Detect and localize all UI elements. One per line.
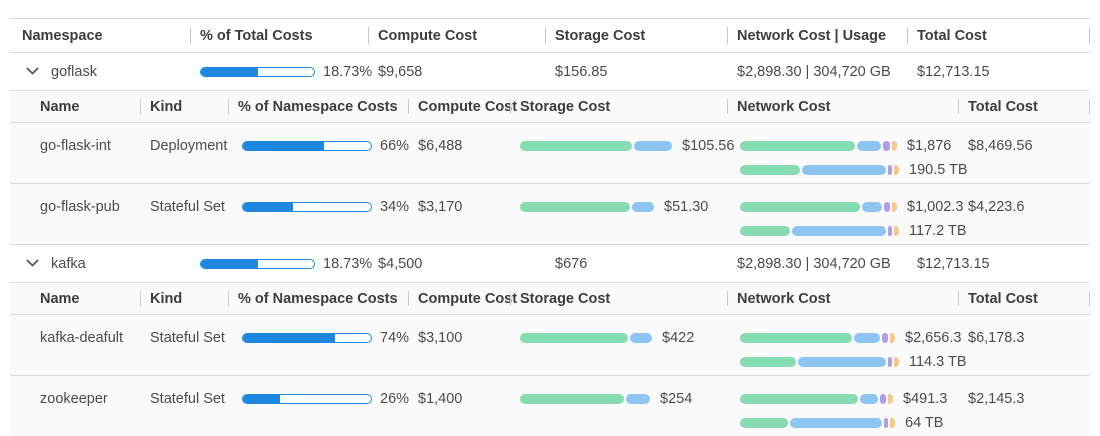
col-header-network-cost: Network Cost (727, 283, 958, 314)
col-header-compute-cost: Compute Cost (368, 19, 545, 52)
storage-cost-bar (520, 394, 650, 404)
network-cost-value: $491.3 (903, 391, 948, 407)
namespace-header-row: Namespace % of Total Costs Compute Cost … (10, 19, 1090, 53)
pct-namespace-costs-bar (242, 202, 372, 212)
cost-table: Namespace % of Total Costs Compute Cost … (10, 18, 1090, 436)
network-usage-bar (740, 418, 895, 428)
namespace-row-kafka[interactable]: kafka 18.73% $4,500 $676 $2,898.30 | 304… (10, 245, 1090, 283)
col-header-network-cost-usage: Network Cost | Usage (727, 19, 907, 52)
total-cost-value: $6,178.3 (968, 330, 1025, 346)
col-header-total-cost: Total Cost (958, 91, 1090, 122)
pct-namespace-costs-bar (242, 141, 372, 151)
storage-cost-value: $105.56 (682, 138, 735, 154)
network-usage-bar (740, 357, 899, 367)
col-header-kind: Kind (140, 283, 228, 314)
pct-namespace-costs-bar (242, 333, 372, 343)
workload-name: zookeeper (40, 391, 108, 407)
network-cost-value: $1,002.3 (907, 199, 964, 215)
col-header-compute-cost: Compute Cost (408, 283, 517, 314)
workload-row-go-flask-int: go-flask-int Deployment 66% $6,488 $105.… (10, 123, 1090, 184)
kafka-workloads-subtable: Name Kind % of Namespace Costs Compute C… (10, 283, 1090, 436)
network-usage-bar (740, 226, 899, 236)
col-header-total-cost: Total Cost (958, 283, 1090, 314)
col-header-pct-namespace-costs: % of Namespace Costs (228, 283, 408, 314)
pct-namespace-costs-value: 66% (380, 138, 410, 154)
workload-kind: Stateful Set (150, 391, 225, 407)
compute-cost-value: $3,170 (418, 199, 463, 215)
col-header-storage-cost: Storage Cost (545, 19, 727, 52)
network-cost-value: $2,656.3 (905, 330, 962, 346)
pct-namespace-costs-value: 26% (380, 391, 410, 407)
workload-name: kafka-deafult (40, 330, 124, 346)
network-cost-bar (740, 333, 895, 343)
storage-cost-value: $422 (662, 330, 695, 346)
total-cost-value: $4,223.6 (968, 199, 1025, 215)
storage-cost-value: $676 (555, 255, 588, 272)
pct-namespace-costs-bar (242, 394, 372, 404)
pct-total-costs-value: 18.73% (323, 255, 373, 272)
network-usage-value: 190.5 TB (909, 162, 968, 178)
compute-cost-value: $3,100 (418, 330, 463, 346)
col-header-pct-total-costs: % of Total Costs (190, 19, 368, 52)
col-header-total-cost: Total Cost (907, 19, 1090, 52)
storage-cost-bar (520, 202, 654, 212)
namespace-row-goflask[interactable]: goflask 18.73% $9,658 $156.85 $2,898.30 … (10, 53, 1090, 91)
network-cost-usage-value: $2,898.30 | 304,720 GB (737, 255, 891, 272)
workload-name: go-flask-pub (40, 199, 120, 215)
goflask-workloads-subtable: Name Kind % of Namespace Costs Compute C… (10, 91, 1090, 245)
network-cost-value: $1,876 (907, 138, 952, 154)
network-cost-bar (740, 202, 897, 212)
col-header-name: Name (40, 98, 80, 115)
col-header-name: Name (40, 290, 80, 307)
storage-cost-value: $51.30 (664, 199, 709, 215)
namespace-name: goflask (51, 63, 97, 80)
network-cost-usage-value: $2,898.30 | 304,720 GB (737, 63, 891, 80)
compute-cost-value: $6,488 (418, 138, 463, 154)
storage-cost-value: $156.85 (555, 63, 608, 80)
col-header-storage-cost: Storage Cost (510, 91, 727, 122)
storage-cost-bar (520, 333, 652, 343)
col-header-storage-cost: Storage Cost (510, 283, 727, 314)
workload-row-kafka-deafult: kafka-deafult Stateful Set 74% $3,100 $4… (10, 315, 1090, 376)
pct-namespace-costs-value: 34% (380, 199, 410, 215)
workload-row-zookeeper: zookeeper Stateful Set 26% $1,400 $254 $… (10, 376, 1090, 436)
network-usage-value: 114.3 TB (909, 354, 967, 370)
network-usage-value: 64 TB (905, 415, 944, 431)
workload-kind: Stateful Set (150, 330, 225, 346)
compute-cost-value: $1,400 (418, 391, 463, 407)
namespace-name: kafka (51, 255, 86, 272)
workload-kind: Stateful Set (150, 199, 225, 215)
pct-total-costs-bar (200, 258, 315, 269)
total-cost-value: $12,713.15 (917, 63, 990, 80)
pct-namespace-costs-value: 74% (380, 330, 410, 346)
col-header-network-cost: Network Cost (727, 91, 958, 122)
workload-header-row: Name Kind % of Namespace Costs Compute C… (10, 283, 1090, 315)
total-cost-value: $8,469.56 (968, 138, 1033, 154)
col-header-compute-cost: Compute Cost (408, 91, 517, 122)
workload-row-go-flask-pub: go-flask-pub Stateful Set 34% $3,170 $51… (10, 184, 1090, 245)
pct-total-costs-value: 18.73% (323, 63, 373, 80)
storage-cost-value: $254 (660, 391, 693, 407)
network-usage-value: 117.2 TB (909, 223, 967, 239)
storage-cost-bar (520, 141, 672, 151)
col-header-pct-namespace-costs: % of Namespace Costs (228, 91, 408, 122)
total-cost-value: $12,713.15 (917, 255, 990, 272)
compute-cost-value: $4,500 (378, 255, 423, 272)
compute-cost-value: $9,658 (378, 63, 423, 80)
workload-name: go-flask-int (40, 138, 111, 154)
col-header-namespace: Namespace (22, 27, 103, 44)
pct-total-costs-bar (200, 66, 315, 77)
col-header-kind: Kind (140, 91, 228, 122)
workload-header-row: Name Kind % of Namespace Costs Compute C… (10, 91, 1090, 123)
workload-kind: Deployment (150, 138, 228, 154)
network-usage-bar (740, 165, 899, 175)
chevron-down-icon[interactable] (24, 257, 41, 270)
network-cost-bar (740, 394, 893, 404)
total-cost-value: $2,145.3 (968, 391, 1025, 407)
network-cost-bar (740, 141, 897, 151)
chevron-down-icon[interactable] (24, 65, 41, 78)
